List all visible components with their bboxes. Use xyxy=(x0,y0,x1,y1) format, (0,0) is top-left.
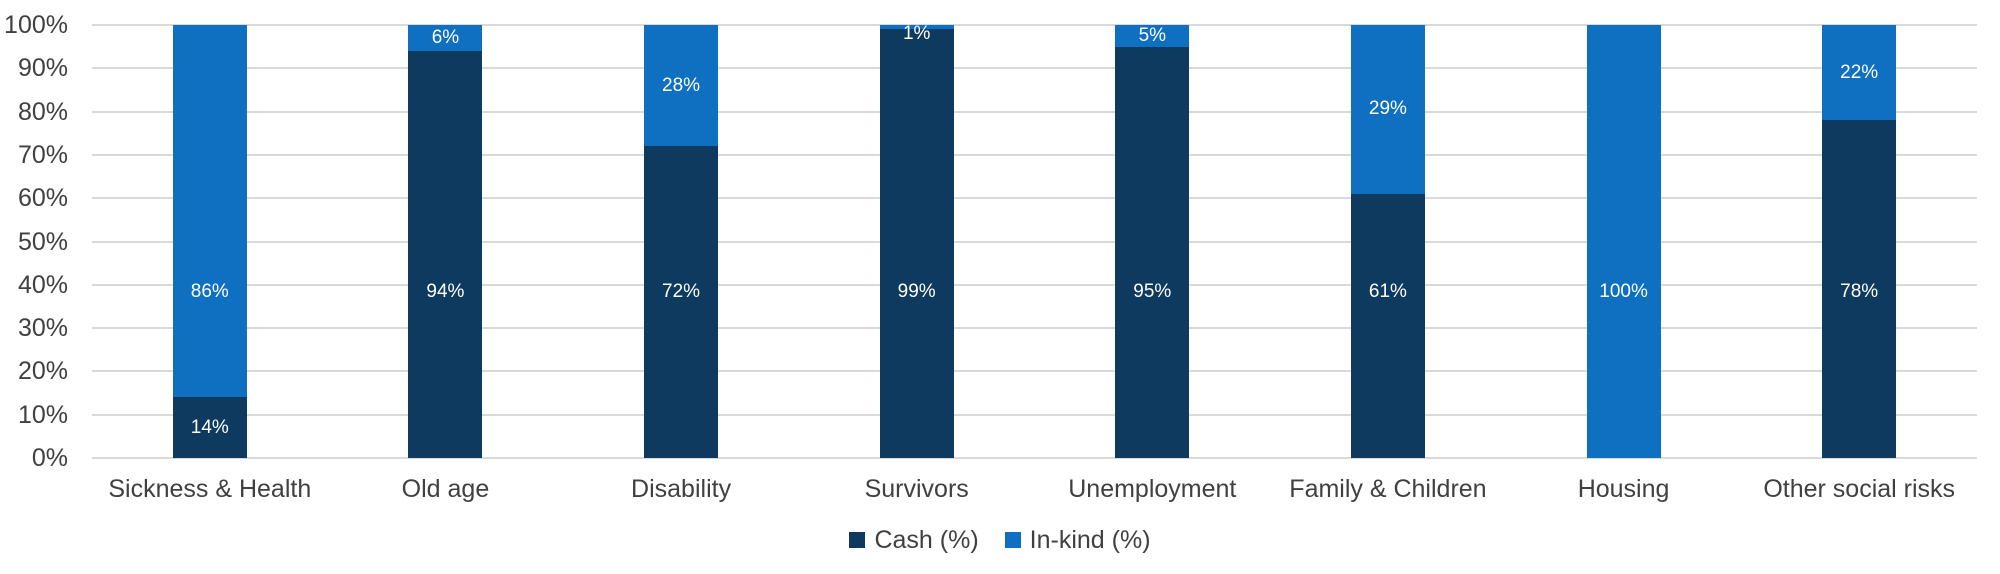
gridline xyxy=(92,370,1977,373)
y-axis: 100% 90% 80% 70% 60% 50% 40% 30% 20% 10% 0% xyxy=(0,0,68,574)
bar-segment-inkind xyxy=(644,25,719,147)
bar-segment-cash xyxy=(1822,120,1897,458)
data-label-cash: 94% xyxy=(426,280,465,302)
gridline xyxy=(92,110,1977,113)
bar-segment-cash xyxy=(1115,46,1190,458)
data-label-inkind: 22% xyxy=(1840,61,1879,83)
legend-item-cash: Cash (%) xyxy=(849,525,979,555)
data-label-inkind: 86% xyxy=(190,280,229,302)
bar xyxy=(408,25,483,458)
data-label-cash: 72% xyxy=(662,280,701,302)
gridline xyxy=(92,24,1977,26)
bar xyxy=(1586,25,1661,458)
data-label-inkind: 6% xyxy=(431,27,460,48)
x-axis: Sickness & Health Old age Disability Surviv… xyxy=(92,468,1977,510)
bar xyxy=(644,25,719,458)
data-label-cash: 14% xyxy=(190,416,229,438)
category-label: Disability xyxy=(631,475,732,503)
bar-segment-inkind xyxy=(1822,25,1897,121)
y-tick-label: 20% xyxy=(17,357,68,386)
bar-column: 14% 86% xyxy=(92,25,328,458)
bar xyxy=(879,25,954,458)
gridline xyxy=(92,197,1977,200)
y-tick-label: 80% xyxy=(17,97,68,126)
gridline xyxy=(92,240,1977,243)
bar-segment-cash xyxy=(408,50,483,458)
gridline xyxy=(92,327,1977,330)
legend-color-swatch-inkind xyxy=(1004,532,1021,548)
bar-column: 94% 6% xyxy=(328,25,564,458)
data-label-cash: 61% xyxy=(1368,280,1407,302)
bar-segment-inkind xyxy=(408,25,483,51)
data-label-inkind: 28% xyxy=(662,74,701,96)
data-label-inkind: 5% xyxy=(1138,24,1167,46)
gridline xyxy=(92,457,1977,459)
data-label-cash: 95% xyxy=(1133,280,1172,302)
data-label-cash: 78% xyxy=(1840,280,1879,302)
y-tick-label: 10% xyxy=(17,400,68,429)
category-label: Other social risks xyxy=(1763,475,1956,503)
bar-column: 78% 22% xyxy=(1741,25,1977,458)
y-tick-label: 90% xyxy=(17,54,68,83)
bar xyxy=(1350,25,1425,458)
category-label: Survivors xyxy=(864,475,969,503)
y-tick-label: 0% xyxy=(31,444,68,472)
bar-column: 100% xyxy=(1506,25,1742,458)
data-label-inkind: 29% xyxy=(1368,98,1407,120)
plot-area: 14% 86% 94% 6% 72% 28% 99% 1% 95% 5% 61% 29% 100% 78%… xyxy=(92,22,1977,459)
bar-segment-cash xyxy=(879,29,954,458)
category-label: Old age xyxy=(401,475,490,503)
bar-column: 95% 5% xyxy=(1035,25,1271,458)
bar-segment-inkind xyxy=(1586,25,1661,458)
data-label-inkind: 100% xyxy=(1599,280,1648,302)
y-tick-label: 30% xyxy=(17,314,68,343)
category-label: Unemployment xyxy=(1068,475,1237,503)
bar xyxy=(1115,25,1190,458)
category-label: Sickness & Health xyxy=(108,475,312,503)
bar-segment-inkind xyxy=(879,25,954,30)
bar-column: 99% 1% xyxy=(799,22,1035,458)
y-tick-label: 60% xyxy=(17,184,68,213)
y-tick-label: 100% xyxy=(4,11,68,39)
legend-label: Cash (%) xyxy=(874,525,979,554)
y-tick-label: 40% xyxy=(17,270,68,299)
bar-segment-inkind xyxy=(1115,25,1190,47)
legend: Cash (%) In-kind (%) xyxy=(0,524,2000,556)
gridline xyxy=(92,413,1977,416)
legend-item-inkind: In-kind (%) xyxy=(1004,525,1151,555)
legend-label: In-kind (%) xyxy=(1029,525,1151,554)
y-tick-label: 70% xyxy=(17,140,68,169)
bar-segment-inkind xyxy=(1350,25,1425,194)
bar-segment-cash xyxy=(172,397,247,458)
bar xyxy=(1822,25,1897,458)
gridline xyxy=(92,67,1977,70)
bar-column: 72% 28% xyxy=(563,25,799,458)
category-label: Family & Children xyxy=(1289,475,1487,503)
data-label-cash: 99% xyxy=(897,280,936,302)
bar-column: 61% 29% xyxy=(1270,25,1506,458)
legend-color-swatch-cash xyxy=(849,532,866,548)
bar-segment-cash xyxy=(644,146,719,458)
category-label: Housing xyxy=(1577,475,1670,503)
bar-segment-cash xyxy=(1350,193,1425,458)
gridline xyxy=(92,283,1977,286)
data-label-inkind: 1% xyxy=(902,22,931,44)
y-tick-label: 50% xyxy=(17,227,68,256)
bar-segment-inkind xyxy=(172,25,247,398)
bar xyxy=(172,25,247,458)
gridline xyxy=(92,153,1977,156)
